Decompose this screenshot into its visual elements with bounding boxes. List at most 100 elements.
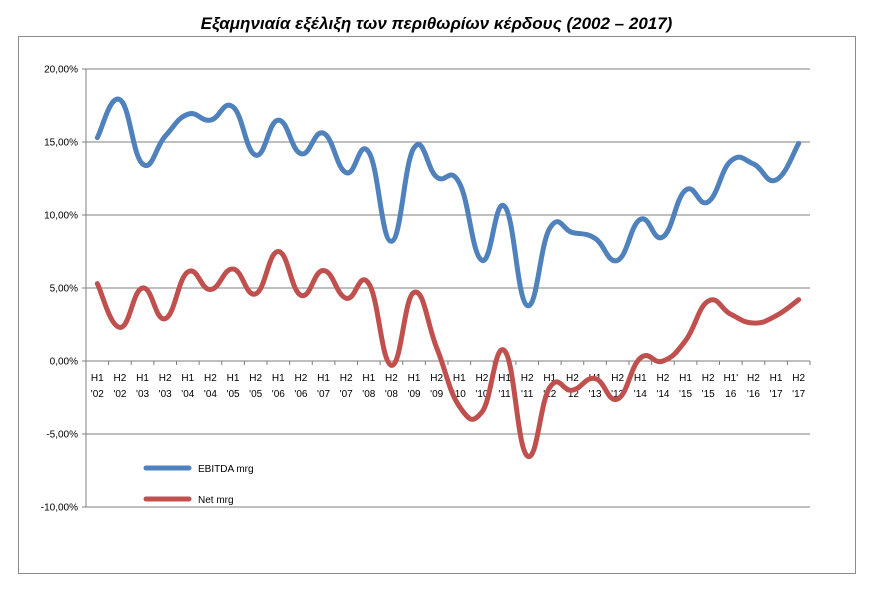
x-tick-label-year: '11 [498, 389, 511, 400]
data-point-ebitda-mrg [117, 97, 122, 102]
data-point-net-mrg [253, 291, 258, 296]
data-point-ebitda-mrg [185, 112, 190, 117]
x-tick-label-half: H1 [453, 373, 466, 384]
data-point-net-mrg [796, 297, 801, 302]
x-tick-label-year: '03 [136, 389, 149, 400]
y-tick-label: 5,00% [50, 284, 78, 295]
x-tick-label-year: '17 [770, 389, 783, 400]
data-point-net-mrg [706, 299, 711, 304]
x-tick-label-year: '16 [747, 389, 760, 400]
x-tick-label-half: H2 [204, 373, 217, 384]
x-tick-label-half: H1 [770, 373, 783, 384]
data-point-net-mrg [570, 388, 575, 393]
data-point-net-mrg [344, 296, 349, 301]
x-tick-label-year: '05 [227, 389, 240, 400]
x-tick-label-half: H2 [792, 373, 805, 384]
data-point-net-mrg [660, 359, 665, 364]
y-tick-label: -5,00% [46, 430, 78, 441]
x-tick-label-year: '15 [702, 389, 715, 400]
data-point-ebitda-mrg [321, 131, 326, 136]
legend-label-net-mrg: Net mrg [198, 495, 234, 506]
data-point-ebitda-mrg [479, 258, 484, 263]
data-point-ebitda-mrg [796, 141, 801, 146]
data-point-net-mrg [208, 287, 213, 292]
legend-label-ebitda-mrg: EBITDA mrg [198, 464, 254, 475]
x-tick-label-year: '05 [249, 389, 262, 400]
x-tick-labels: H1 '02 H2 '02 H1 '03 H2 '03 H1 '04 H2 '04 H1 '05 H2 '05… [91, 373, 806, 400]
x-tick-label-year: '06 [272, 389, 285, 400]
data-point-net-mrg [321, 268, 326, 273]
x-tick-label-year: '02 [113, 389, 126, 400]
x-tick-label-half: H1 [679, 373, 692, 384]
x-tick-label-year: '15 [679, 389, 692, 400]
data-point-net-mrg [412, 290, 417, 295]
x-tick-label-year: '02 [91, 389, 104, 400]
data-point-ebitda-mrg [344, 170, 349, 175]
y-tick-labels: 20,00% 15,00% 10,00% 5,00% 0,00% -5,00% -10,00… [41, 65, 78, 514]
data-point-ebitda-mrg [366, 150, 371, 155]
x-tick-label-half: H1 [498, 373, 511, 384]
data-point-net-mrg [366, 281, 371, 286]
x-tick-label-half: H2 [521, 373, 534, 384]
series-line-net-mrg [94, 249, 802, 459]
data-point-net-mrg [502, 348, 507, 353]
data-point-net-mrg [593, 376, 598, 381]
x-tick-label-half: H1 [227, 373, 240, 384]
x-tick-label-year: '03 [159, 389, 172, 400]
data-point-ebitda-mrg [457, 180, 462, 185]
x-tick-label-half: H1 [634, 373, 647, 384]
x-tick-label-half: H1 [136, 373, 149, 384]
data-point-net-mrg [457, 404, 462, 409]
x-tick-label-half: H2 [611, 373, 624, 384]
x-tick-label-half: H2 [430, 373, 443, 384]
x-tick-label-year: '07 [317, 389, 330, 400]
y-tick-label: -10,00% [41, 503, 78, 514]
x-tick-label-half: H2 [566, 373, 579, 384]
x-tick-label-half: H2 [385, 373, 398, 384]
data-point-ebitda-mrg [389, 239, 394, 244]
x-tick-label-year: '10 [475, 389, 488, 400]
x-tick-label-half: H1 [362, 373, 375, 384]
data-point-net-mrg [389, 363, 394, 368]
gridlines [86, 68, 810, 508]
x-tick-label-year: '09 [408, 389, 421, 400]
data-point-ebitda-mrg [434, 175, 439, 180]
x-tick-label-half: H2 [340, 373, 353, 384]
y-tick-label: 20,00% [44, 65, 78, 76]
data-point-ebitda-mrg [502, 204, 507, 209]
x-tick-label-half: H2 [249, 373, 262, 384]
data-point-net-mrg [185, 269, 190, 274]
x-tick-label-half: H1 [181, 373, 194, 384]
x-tick-label-half: H2 [476, 373, 489, 384]
data-point-ebitda-mrg [140, 161, 145, 166]
data-point-ebitda-mrg [412, 145, 417, 150]
x-tick-label-year: '04 [181, 389, 194, 400]
x-tick-label-half: H2 [657, 373, 670, 384]
x-tick-label-half: H1' [723, 373, 738, 384]
x-tick-label-year: '08 [362, 389, 375, 400]
x-tick-label-year: '08 [385, 389, 398, 400]
data-point-ebitda-mrg [253, 153, 258, 158]
y-tick-label: 10,00% [44, 211, 78, 222]
data-point-net-mrg [479, 410, 484, 415]
x-tick-label-year: '12 [566, 389, 579, 400]
x-tick-label-half: H2 [747, 373, 760, 384]
y-tick-label: 0,00% [50, 357, 78, 368]
data-point-net-mrg [547, 385, 552, 390]
x-tick-label-half: H1 [272, 373, 285, 384]
data-point-net-mrg [140, 286, 145, 291]
data-point-net-mrg [231, 267, 236, 272]
x-tick-label-year: '14 [634, 389, 647, 400]
x-tick-label-half: H2 [702, 373, 715, 384]
x-tick-label-year: 16 [725, 389, 737, 400]
x-tick-label-year: '13 [611, 389, 624, 400]
data-point-ebitda-mrg [660, 234, 665, 239]
data-point-net-mrg [95, 281, 100, 286]
data-point-net-mrg [683, 338, 688, 343]
data-point-net-mrg [276, 249, 281, 254]
data-point-ebitda-mrg [751, 161, 756, 166]
x-tick-label-half: H1 [543, 373, 556, 384]
data-point-ebitda-mrg [706, 199, 711, 204]
data-point-net-mrg [117, 325, 122, 330]
